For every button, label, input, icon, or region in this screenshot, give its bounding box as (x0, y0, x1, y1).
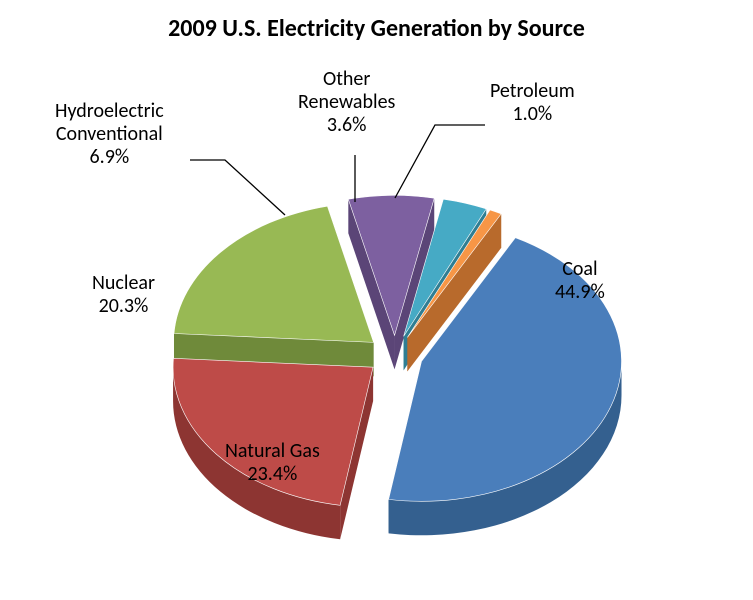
slice-label-nuclear: Nuclear 20.3% (92, 272, 155, 318)
slice-label-other-renewables: Other Renewables 3.6% (298, 68, 395, 137)
pie-chart: 2009 U.S. Electricity Generation by Sour… (0, 0, 753, 600)
slice-label-coal: Coal 44.9% (555, 258, 605, 304)
slice-label-natural-gas: Natural Gas 23.4% (225, 440, 320, 486)
slice-label-petroleum: Petroleum 1.0% (490, 80, 575, 126)
slice-label-hydroelectric-conventional: Hydroelectric Conventional 6.9% (55, 100, 164, 169)
